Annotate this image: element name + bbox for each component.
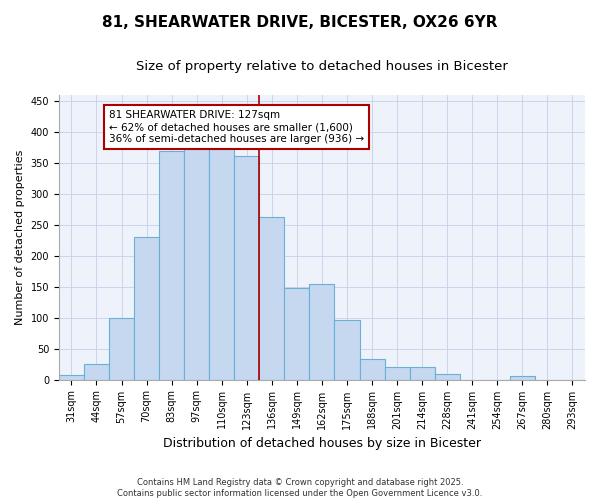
Bar: [59, 374, 84, 380]
Text: 81 SHEARWATER DRIVE: 127sqm
← 62% of detached houses are smaller (1,600)
36% of : 81 SHEARWATER DRIVE: 127sqm ← 62% of det…: [109, 110, 364, 144]
Bar: [434, 374, 460, 380]
Bar: [209, 146, 234, 380]
Bar: [284, 288, 310, 380]
Y-axis label: Number of detached properties: Number of detached properties: [15, 150, 25, 325]
Bar: [109, 318, 134, 380]
X-axis label: Distribution of detached houses by size in Bicester: Distribution of detached houses by size …: [163, 437, 481, 450]
Bar: [84, 364, 109, 380]
Title: Size of property relative to detached houses in Bicester: Size of property relative to detached ho…: [136, 60, 508, 73]
Bar: [334, 320, 359, 380]
Bar: [234, 156, 259, 380]
Bar: [159, 150, 184, 380]
Text: 81, SHEARWATER DRIVE, BICESTER, OX26 6YR: 81, SHEARWATER DRIVE, BICESTER, OX26 6YR: [102, 15, 498, 30]
Bar: [310, 284, 334, 380]
Bar: [259, 218, 284, 380]
Bar: [184, 148, 209, 380]
Bar: [510, 376, 535, 380]
Bar: [410, 367, 434, 380]
Bar: [385, 367, 410, 380]
Text: Contains HM Land Registry data © Crown copyright and database right 2025.
Contai: Contains HM Land Registry data © Crown c…: [118, 478, 482, 498]
Bar: [359, 359, 385, 380]
Bar: [134, 238, 159, 380]
